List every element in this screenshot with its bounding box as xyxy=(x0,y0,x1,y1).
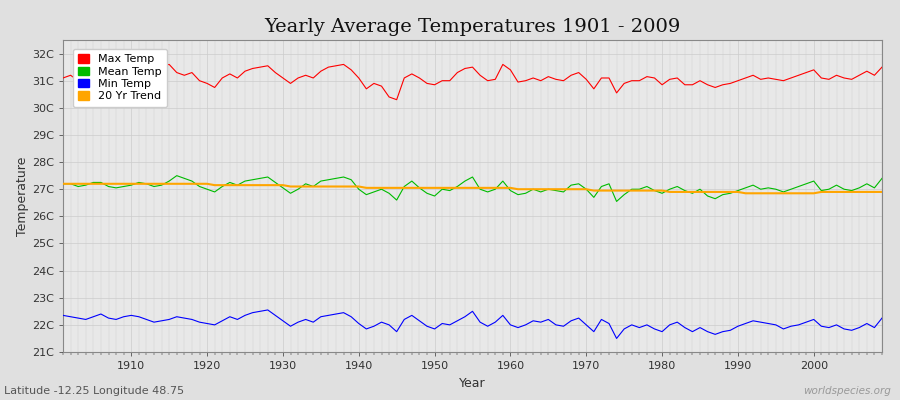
Title: Yearly Average Temperatures 1901 - 2009: Yearly Average Temperatures 1901 - 2009 xyxy=(265,18,680,36)
Y-axis label: Temperature: Temperature xyxy=(16,156,29,236)
Text: worldspecies.org: worldspecies.org xyxy=(803,386,891,396)
Text: Latitude -12.25 Longitude 48.75: Latitude -12.25 Longitude 48.75 xyxy=(4,386,184,396)
Legend: Max Temp, Mean Temp, Min Temp, 20 Yr Trend: Max Temp, Mean Temp, Min Temp, 20 Yr Tre… xyxy=(73,49,167,107)
X-axis label: Year: Year xyxy=(459,376,486,390)
